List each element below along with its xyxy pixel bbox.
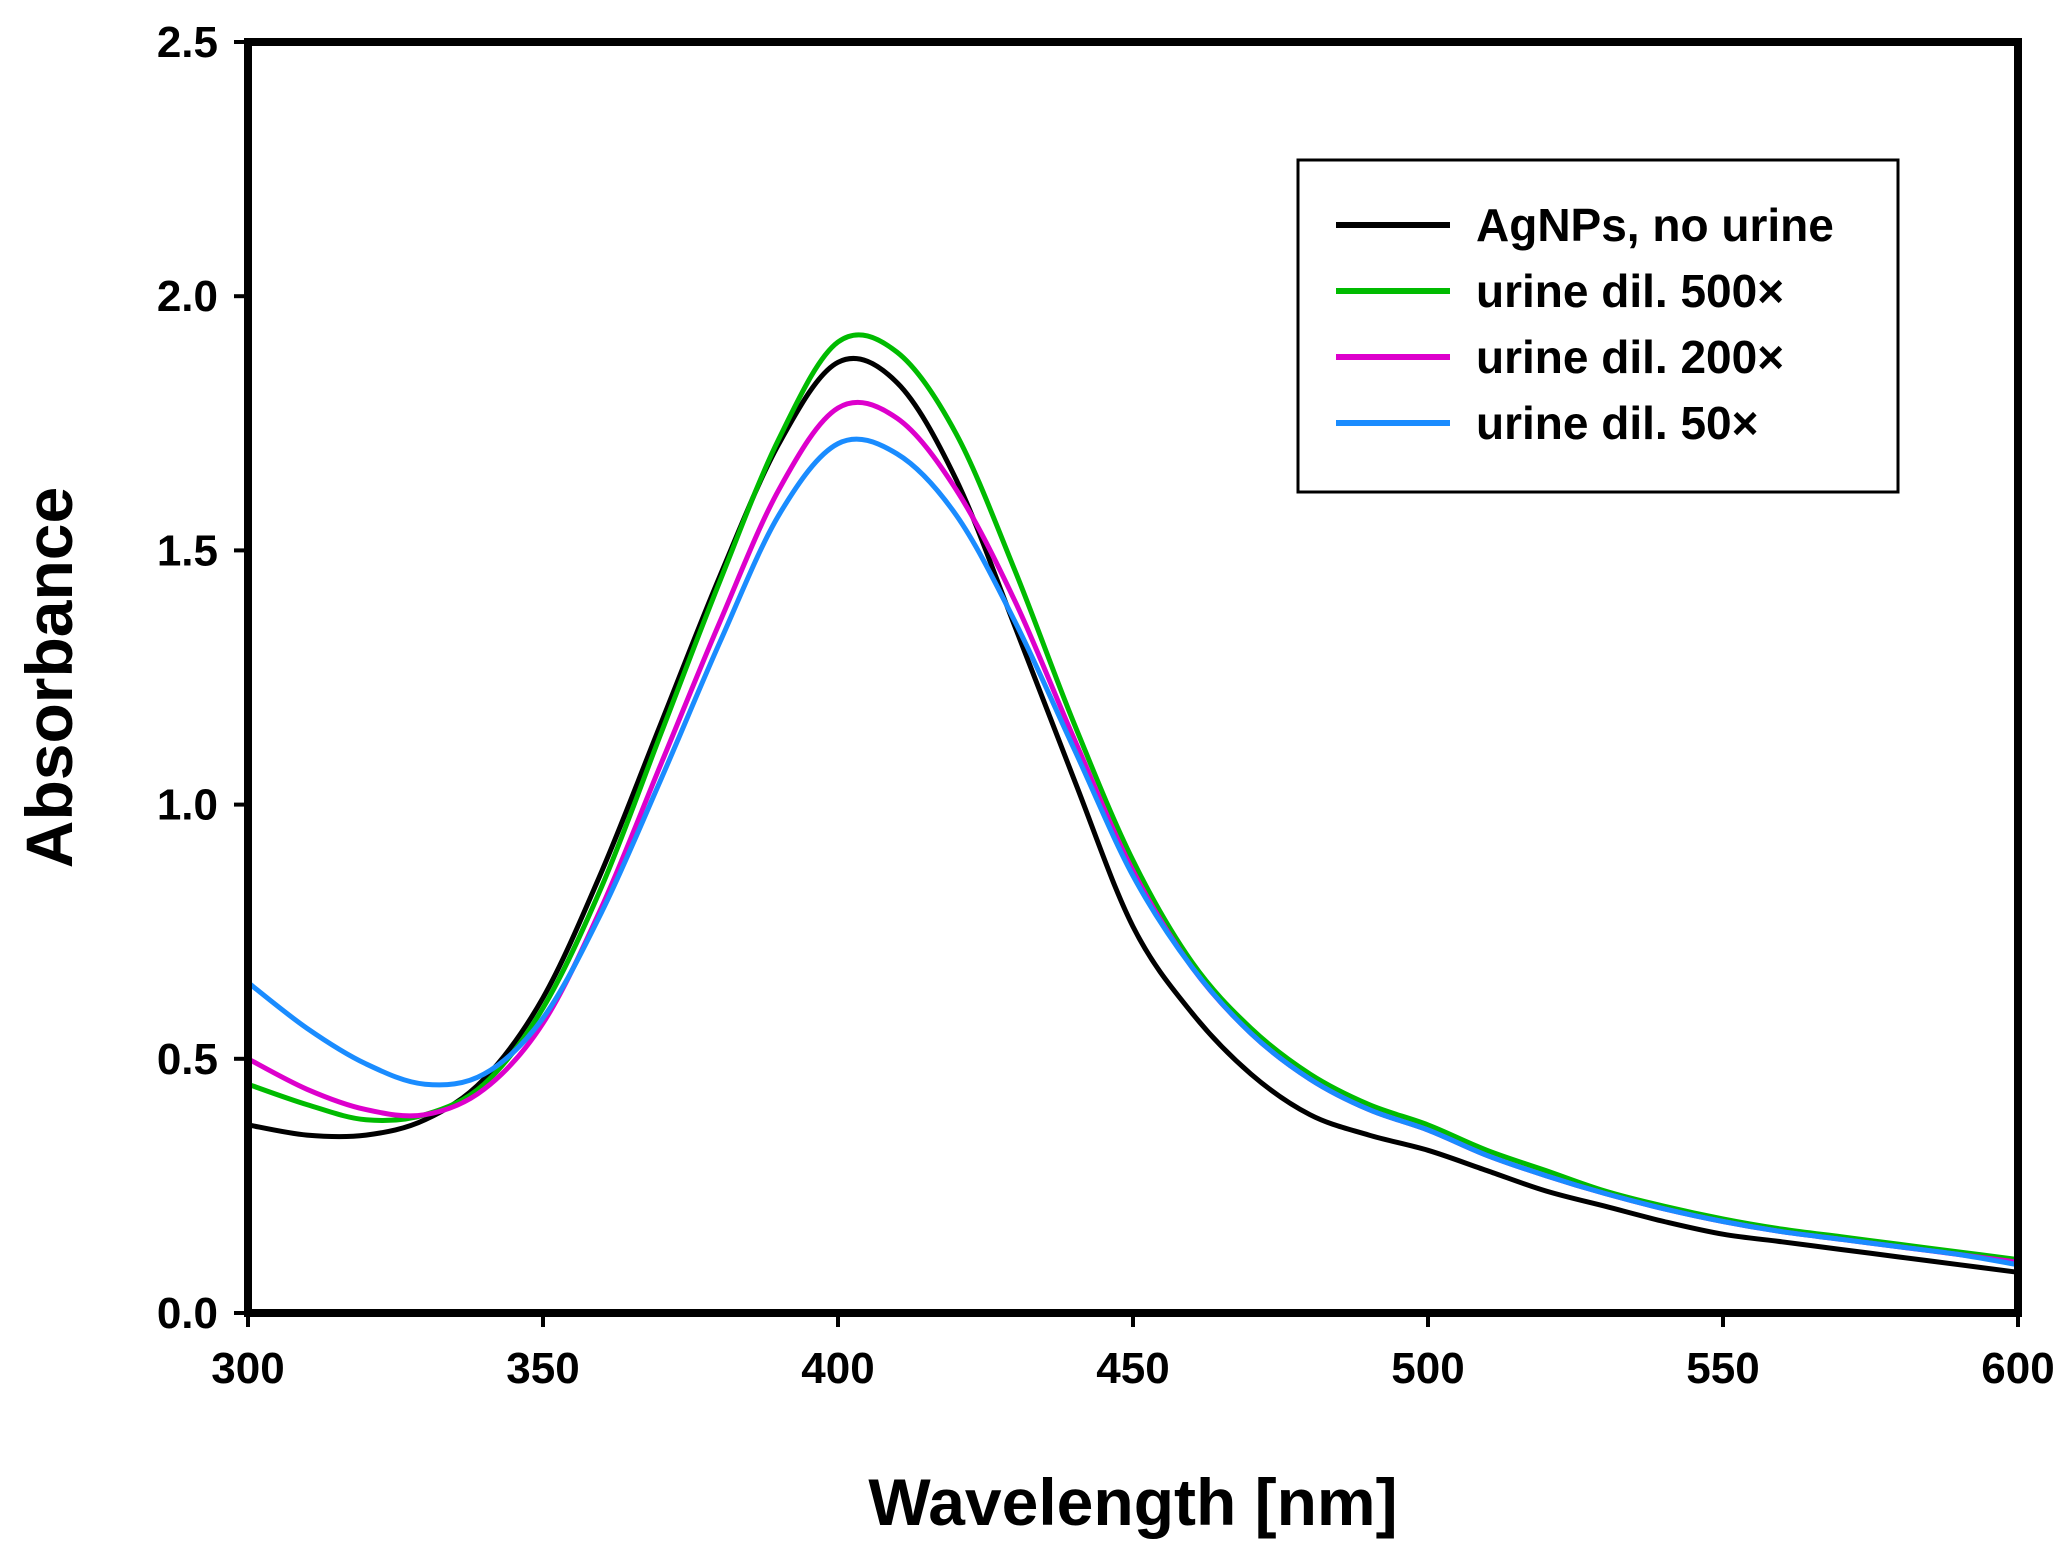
y-tick-label: 0.5: [157, 1035, 218, 1084]
legend-label-1: AgNPs, no urine: [1476, 199, 1834, 251]
x-tick-label: 550: [1686, 1344, 1759, 1393]
x-tick-label: 300: [211, 1344, 284, 1393]
x-tick-label: 350: [506, 1344, 579, 1393]
y-tick-label: 2.5: [157, 18, 218, 67]
y-axis-title: Absorbance: [12, 487, 86, 868]
x-tick-label: 600: [1981, 1344, 2054, 1393]
y-tick-label: 1.0: [157, 781, 218, 830]
legend-label-4: urine dil. 50×: [1476, 397, 1759, 449]
legend: AgNPs, no urine urine dil. 500× urine dil.…: [1296, 158, 1900, 494]
legend-box: [1296, 158, 1900, 494]
series-layer: [245, 332, 2021, 1275]
x-tick-label: 450: [1096, 1344, 1169, 1393]
x-tick-label: 500: [1391, 1344, 1464, 1393]
y-tick-label: 0.0: [157, 1289, 218, 1338]
legend-label-3: urine dil. 200×: [1476, 331, 1784, 383]
y-tick-label: 2.0: [157, 272, 218, 321]
x-tick-label: 400: [801, 1344, 874, 1393]
series-line-4: [245, 436, 2021, 1268]
axis-ticks: [234, 40, 2020, 1327]
tick-labels: 300 350 400 450 500 550 600 0.0 0.5 1.0 1.5 2.0 2.5: [157, 18, 2055, 1393]
series-line-1: [245, 356, 2021, 1275]
x-axis-title: Wavelength [nm]: [868, 1465, 1397, 1539]
series-line-2: [245, 332, 2021, 1263]
y-tick-label: 1.5: [157, 526, 218, 575]
legend-label-2: urine dil. 500×: [1476, 265, 1784, 317]
